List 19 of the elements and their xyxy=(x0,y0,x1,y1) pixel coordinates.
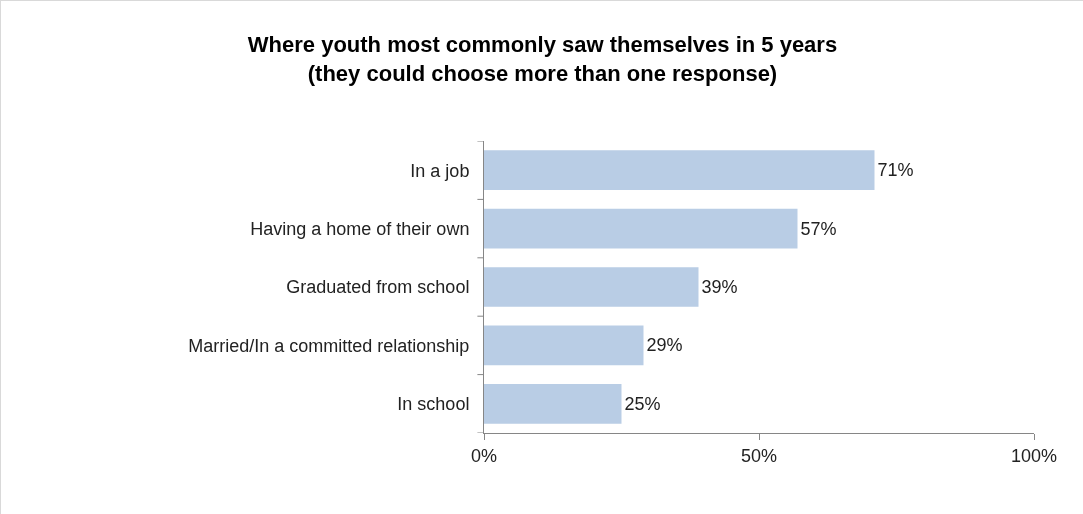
data-label: 57% xyxy=(800,218,837,239)
data-label: 25% xyxy=(624,393,661,414)
bar xyxy=(484,208,798,249)
x-tick-label: 100% xyxy=(1010,445,1058,466)
bar xyxy=(484,325,644,366)
x-tick-label: 50% xyxy=(740,445,778,466)
bar xyxy=(484,150,875,191)
bar xyxy=(484,267,699,307)
data-label: 39% xyxy=(701,277,738,297)
y-tick-label: Having a home of their own xyxy=(250,218,470,239)
data-label: 71% xyxy=(877,160,914,181)
x-tick-label: 0% xyxy=(470,445,498,466)
y-tick-label: In school xyxy=(397,394,470,415)
chart-title: Where youth most commonly saw themselves in 5 years (they could choose more than one response) xyxy=(247,32,838,86)
y-tick-label: Graduated from school xyxy=(286,277,470,298)
y-tick-label: In a job xyxy=(410,160,470,181)
y-tick-label: Married/In a committed relationship xyxy=(188,335,470,356)
data-label: 29% xyxy=(646,335,683,356)
bar xyxy=(484,383,622,424)
